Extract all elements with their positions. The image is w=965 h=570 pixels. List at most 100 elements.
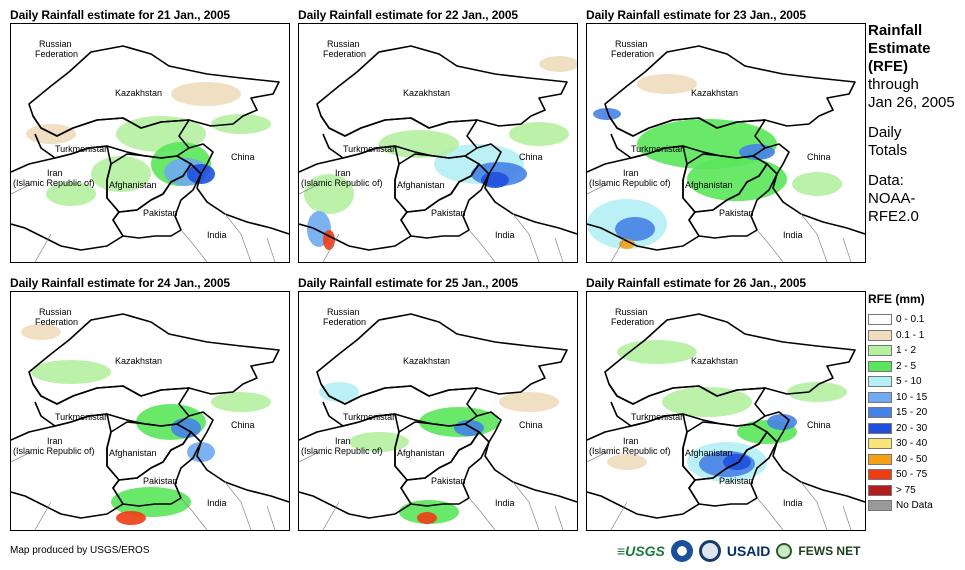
legend-label: 0.1 - 1	[896, 329, 925, 341]
rainfall-area	[379, 130, 459, 158]
legend-label: 2 - 5	[896, 360, 917, 372]
label-afghanistan: Afghanistan	[685, 448, 733, 458]
fews-net-logo: FEWS NET	[798, 544, 861, 558]
usgs-logo: ≡USGS	[617, 543, 665, 559]
legend-label: No Data	[896, 500, 933, 512]
label-iran-1: Iran	[47, 436, 63, 446]
label-iran-1: Iran	[623, 436, 639, 446]
info-panel: Rainfall Estimate (RFE) through Jan 26, …	[868, 22, 965, 226]
map-frame: Russian Federation Kazakhstan Turkmenist…	[10, 23, 290, 263]
label-china: China	[807, 420, 831, 430]
label-iran-2: (Islamic Republic of)	[589, 178, 671, 188]
rainfall-area	[46, 182, 96, 206]
label-iran-2: (Islamic Republic of)	[13, 178, 95, 188]
rainfall-area	[615, 217, 655, 241]
map-frame: Russian Federation Kazakhstan Turkmenist…	[586, 291, 866, 531]
usaid-logo: USAID	[726, 543, 771, 559]
label-russia-1: Russian	[327, 307, 360, 317]
rainfall-area	[399, 500, 459, 524]
rainfall-area	[26, 124, 76, 144]
rainfall-area	[687, 157, 787, 201]
iran-border	[299, 145, 412, 251]
legend-swatch	[868, 407, 892, 419]
label-russia-2: Federation	[611, 49, 654, 59]
label-turkmenistan: Turkmenistan	[55, 144, 109, 154]
rainfall-layer	[21, 324, 271, 525]
label-kazakhstan: Kazakhstan	[403, 88, 450, 98]
country-borders	[587, 45, 865, 251]
legend-label: 40 - 50	[896, 453, 928, 465]
info-heading-1: Rainfall	[868, 22, 923, 39]
legend-swatch	[868, 391, 892, 403]
legend-label: 50 - 75	[896, 469, 928, 481]
rainfall-layer	[26, 82, 271, 206]
rainfall-area	[607, 454, 647, 470]
map-svg: Russian Federation Kazakhstan Turkmenist…	[587, 292, 865, 530]
legend-label: > 75	[896, 484, 916, 496]
label-russia-2: Federation	[611, 317, 654, 327]
rainfall-area	[792, 172, 842, 196]
noaa-logo-icon	[670, 540, 693, 562]
label-russia-1: Russian	[615, 307, 648, 317]
rainfall-area	[417, 512, 437, 524]
country-labels: Russian Federation Kazakhstan Turkmenist…	[13, 39, 255, 240]
info-daily-1: Daily	[868, 124, 902, 141]
label-india: India	[207, 230, 227, 240]
map-svg: Russian Federation Kazakhstan Turkmenist…	[11, 24, 289, 262]
label-india: India	[783, 230, 803, 240]
country-labels: Russian Federation Kazakhstan Turkmenist…	[301, 307, 543, 508]
label-pakistan: Pakistan	[431, 476, 466, 486]
label-india: India	[783, 498, 803, 508]
legend-swatch	[868, 345, 892, 357]
map-frame: Russian Federation Kazakhstan Turkmenist…	[10, 291, 290, 531]
fews-globe-icon	[776, 543, 793, 559]
label-turkmenistan: Turkmenistan	[55, 412, 109, 422]
rainfall-area	[211, 392, 271, 412]
label-kazakhstan: Kazakhstan	[691, 356, 738, 366]
minor-borders	[299, 183, 564, 262]
panel-title: Daily Rainfall estimate for 22 Jan., 200…	[298, 8, 519, 22]
label-russia-1: Russian	[39, 39, 72, 49]
legend-row: 5 - 10	[868, 374, 963, 390]
china-west-border	[476, 143, 577, 235]
country-labels: Russian Federation Kazakhstan Turkmenist…	[13, 307, 255, 508]
label-china: China	[231, 420, 255, 430]
china-west-border	[764, 143, 865, 235]
rainfall-area	[767, 414, 797, 430]
rainfall-layer	[319, 382, 559, 524]
panel-title: Daily Rainfall estimate for 23 Jan., 200…	[586, 8, 807, 22]
label-iran-1: Iran	[47, 168, 63, 178]
legend-row: > 75	[868, 483, 963, 499]
rainfall-layer	[607, 340, 847, 482]
legend-swatch	[868, 314, 892, 326]
map-svg: Russian Federation Kazakhstan Turkmenist…	[11, 292, 289, 530]
info-daily-2: Totals	[868, 142, 908, 159]
label-russia-1: Russian	[39, 307, 72, 317]
label-russia-2: Federation	[35, 49, 78, 59]
label-pakistan: Pakistan	[719, 476, 754, 486]
label-kazakhstan: Kazakhstan	[403, 356, 450, 366]
rainfall-area	[349, 432, 409, 452]
country-borders	[587, 313, 865, 519]
label-russia-1: Russian	[615, 39, 648, 49]
label-kazakhstan: Kazakhstan	[691, 88, 738, 98]
legend-label: 1 - 2	[896, 345, 917, 357]
legend-row: 2 - 5	[868, 359, 963, 375]
country-borders	[11, 45, 289, 251]
legend-row: No Data	[868, 498, 963, 514]
rainfall-area	[31, 360, 111, 384]
panel-title: Daily Rainfall estimate for 24 Jan., 200…	[10, 276, 231, 290]
legend-swatch	[868, 500, 892, 512]
map-svg: Russian Federation Kazakhstan Turkmenist…	[587, 24, 865, 262]
label-iran-1: Iran	[335, 436, 351, 446]
panel-title: Daily Rainfall estimate for 21 Jan., 200…	[10, 8, 231, 22]
label-china: China	[807, 152, 831, 162]
legend-label: 5 - 10	[896, 376, 922, 388]
legend-row: 0.1 - 1	[868, 328, 963, 344]
map-frame: Russian Federation Kazakhstan Turkmenist…	[298, 291, 578, 531]
country-borders	[11, 313, 289, 519]
label-iran-1: Iran	[623, 168, 639, 178]
china-west-border	[188, 143, 289, 235]
rainfall-area	[304, 174, 354, 214]
legend-label: 30 - 40	[896, 438, 928, 450]
